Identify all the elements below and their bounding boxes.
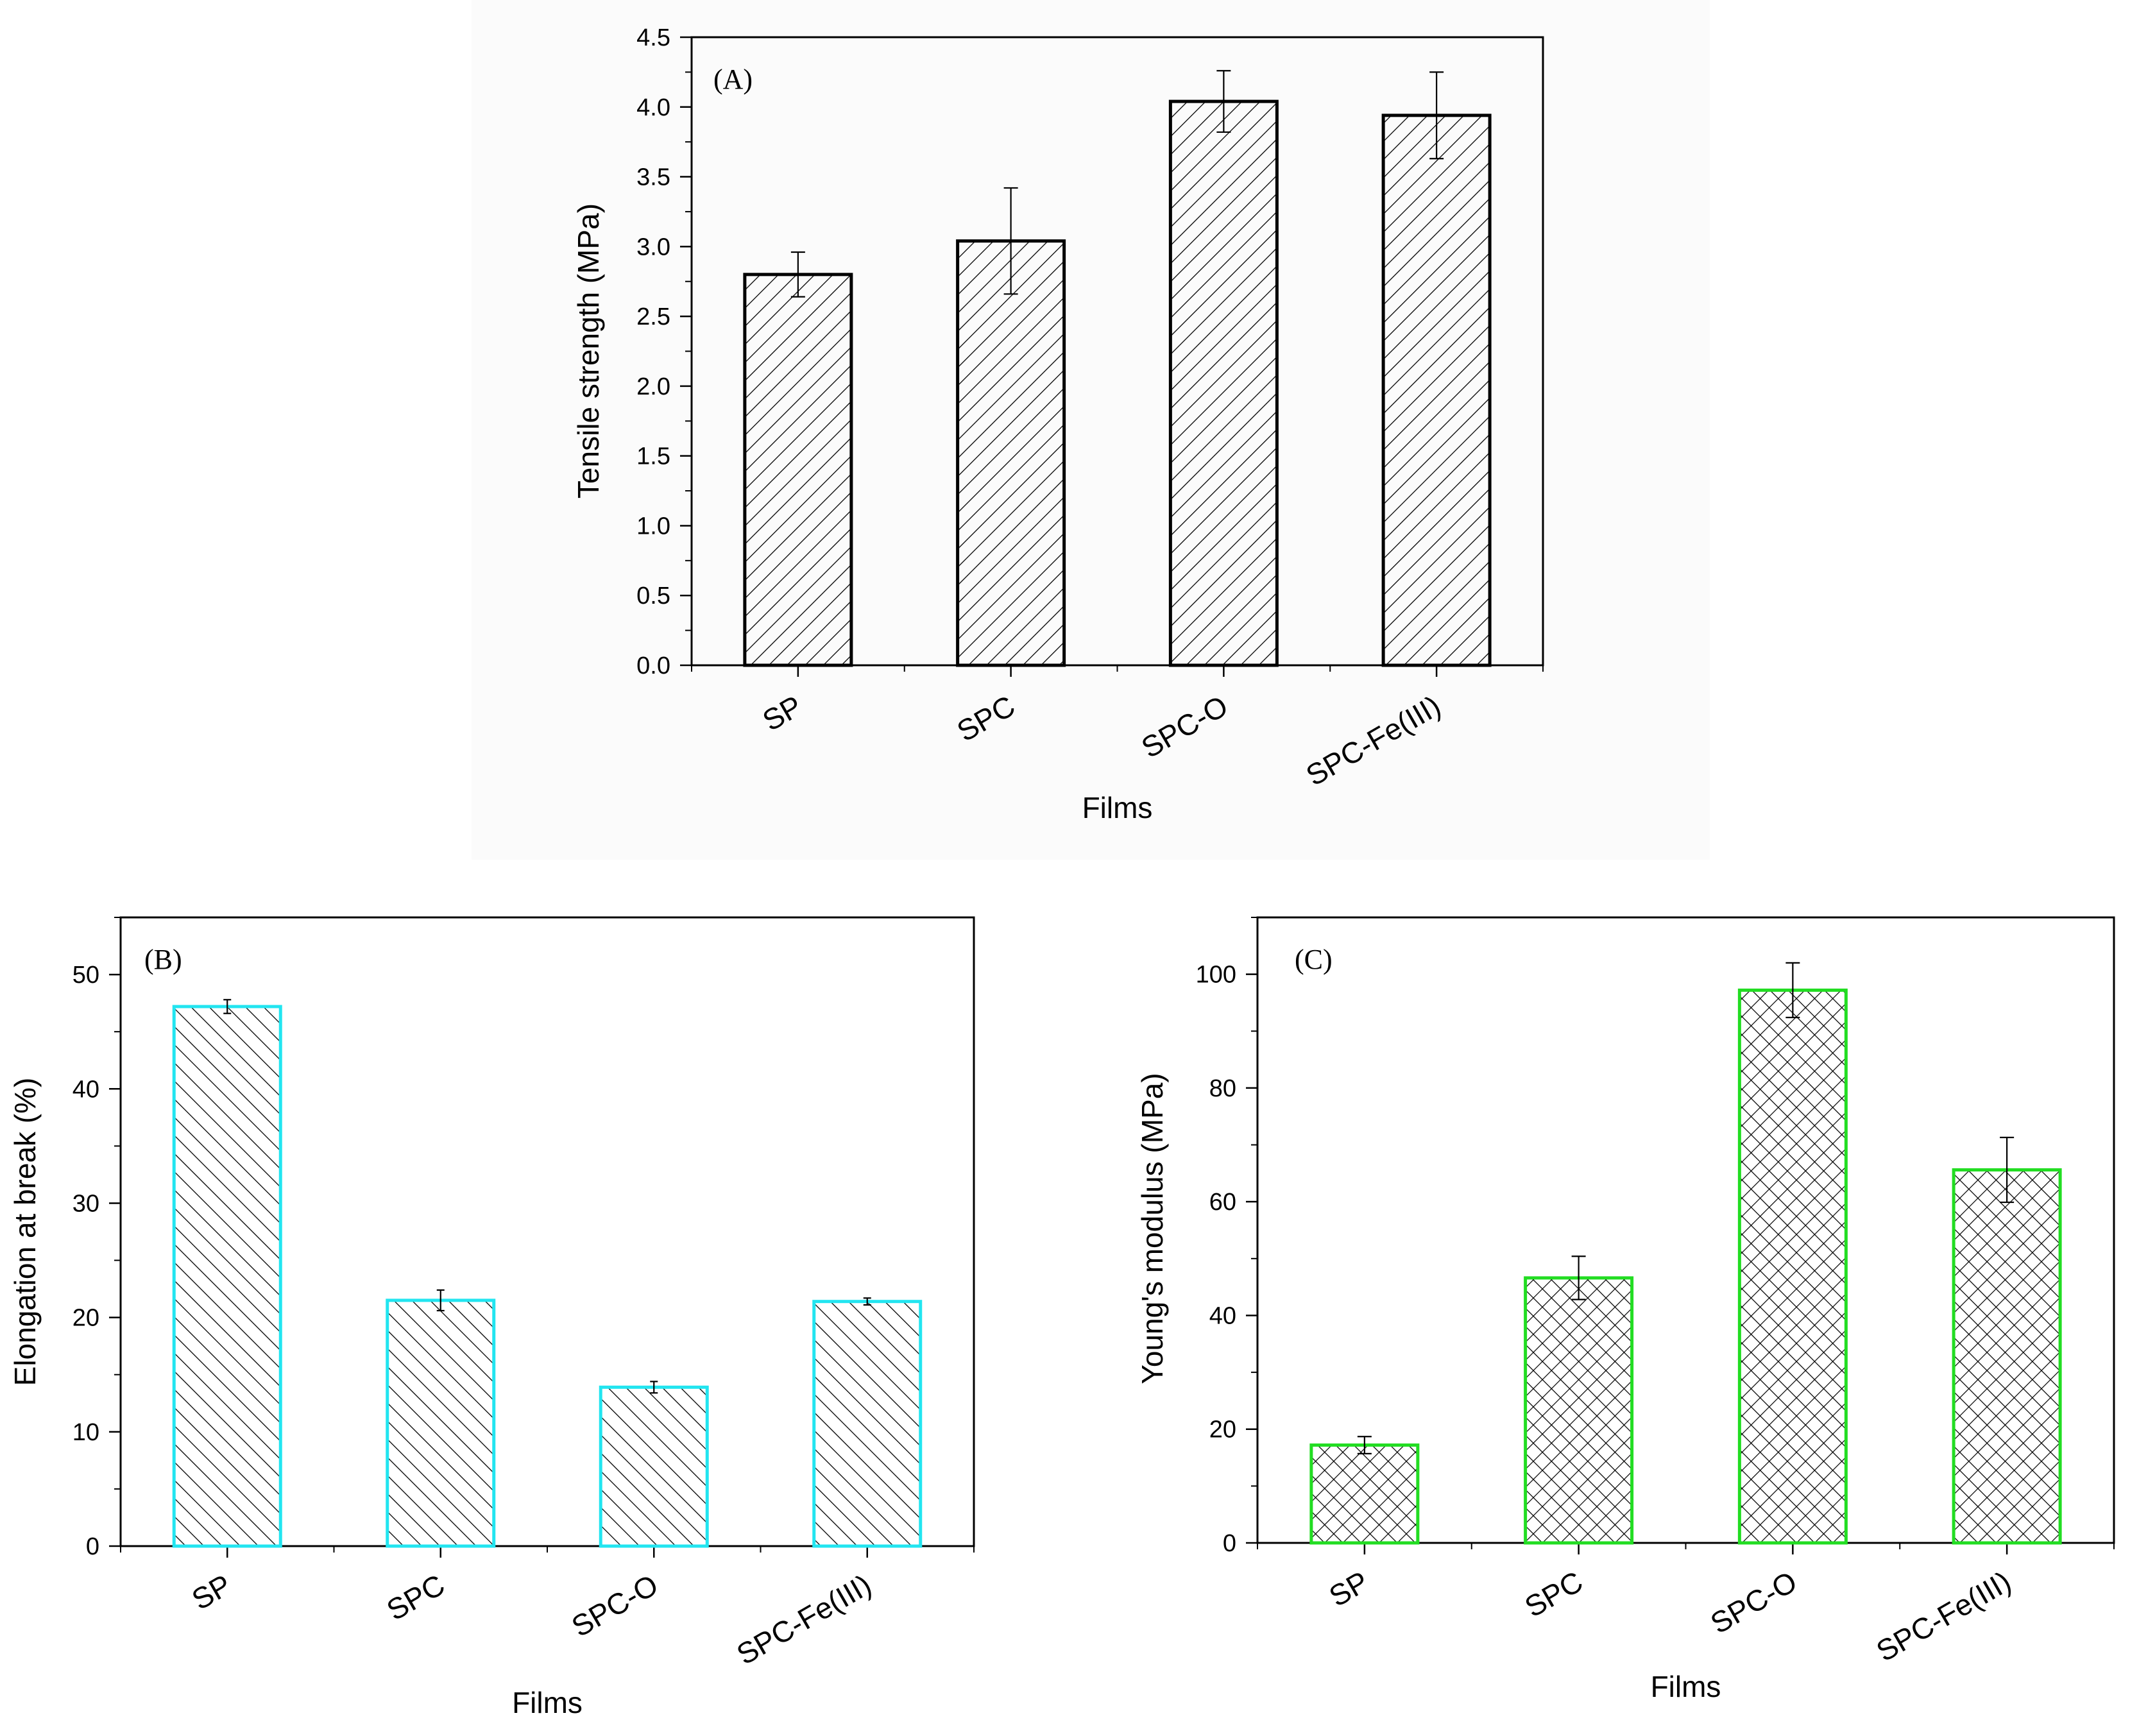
- category-label: SPC: [951, 689, 1021, 748]
- y-tick-label: 50: [72, 962, 99, 989]
- category-label: SPC-O: [1136, 689, 1233, 765]
- bar: [743, 273, 853, 667]
- category-label: SPC-Fe(III): [1300, 689, 1446, 792]
- category-label: SPC-Fe(III): [731, 1568, 876, 1671]
- category-label: SPC-Fe(III): [1871, 1565, 2016, 1668]
- y-tick-label: 1.5: [636, 443, 670, 470]
- bar: [599, 1385, 709, 1548]
- y-tick-label: 2.5: [636, 303, 670, 330]
- x-axis-title: Films: [512, 1686, 583, 1719]
- category-label: SPC: [1519, 1565, 1589, 1624]
- bar: [386, 1298, 496, 1548]
- y-tick-label: 2.0: [636, 373, 670, 400]
- y-tick-label: 3.0: [636, 234, 670, 260]
- y-tick-label: 0.5: [636, 583, 670, 609]
- y-tick-label: 20: [1209, 1417, 1236, 1443]
- panel-label: (B): [144, 944, 182, 975]
- category-label: SP: [757, 689, 808, 738]
- y-axis-title: Elongation at break (%): [8, 1078, 42, 1386]
- y-tick-label: 4.5: [636, 24, 670, 51]
- bar: [1381, 114, 1492, 667]
- y-tick-label: 100: [1196, 962, 1236, 989]
- y-tick-label: 40: [72, 1076, 99, 1103]
- bar: [1168, 99, 1279, 667]
- y-tick-label: 0: [86, 1533, 99, 1560]
- panel-label: (C): [1295, 944, 1333, 975]
- panel-a-background: [472, 0, 1710, 860]
- y-tick-label: 0.0: [636, 652, 670, 679]
- category-label: SP: [1324, 1565, 1374, 1613]
- y-axis-title: Tensile strength (MPa): [572, 203, 605, 498]
- y-tick-label: 4.0: [636, 94, 670, 121]
- y-tick-label: 40: [1209, 1302, 1236, 1329]
- panel-label: (A): [713, 64, 753, 95]
- bar: [1309, 1443, 1420, 1545]
- panel-c-chart: 0 20 40 60 80 100 SP SPC SPC-O SPC-Fe(III) Young's…: [1136, 916, 2115, 1703]
- y-tick-label: 1.0: [636, 513, 670, 540]
- panel-a-chart: 0.0 0.5 1.0 1.5 2.0 2.5 3.0 3.5 4.0 4.5 SP SPC SPC-O…: [572, 24, 1544, 824]
- bar: [1952, 1168, 2062, 1545]
- y-tick-label: 20: [72, 1305, 99, 1332]
- bar: [812, 1300, 923, 1548]
- bar: [172, 1005, 282, 1548]
- category-label: SPC-O: [566, 1568, 663, 1644]
- y-tick-label: 10: [72, 1419, 99, 1446]
- category-label: SPC: [381, 1568, 450, 1627]
- y-axis-title: Young's modulus (MPa): [1136, 1073, 1169, 1384]
- bar: [1524, 1276, 1634, 1545]
- y-tick-label: 0: [1223, 1530, 1236, 1557]
- bar: [1737, 988, 1848, 1545]
- y-tick-label: 80: [1209, 1075, 1236, 1102]
- panel-b-chart: 0 10 20 30 40 50 SP SPC SPC-O SPC-Fe(III) Elongati…: [8, 916, 975, 1719]
- y-tick-label: 30: [72, 1190, 99, 1217]
- category-label: SP: [186, 1568, 237, 1617]
- bar: [956, 239, 1066, 667]
- x-axis-title: Films: [1651, 1670, 1721, 1703]
- y-tick-label: 3.5: [636, 164, 670, 191]
- category-label: SPC-O: [1705, 1565, 1802, 1640]
- x-axis-title: Films: [1082, 791, 1153, 824]
- y-tick-label: 60: [1209, 1189, 1236, 1216]
